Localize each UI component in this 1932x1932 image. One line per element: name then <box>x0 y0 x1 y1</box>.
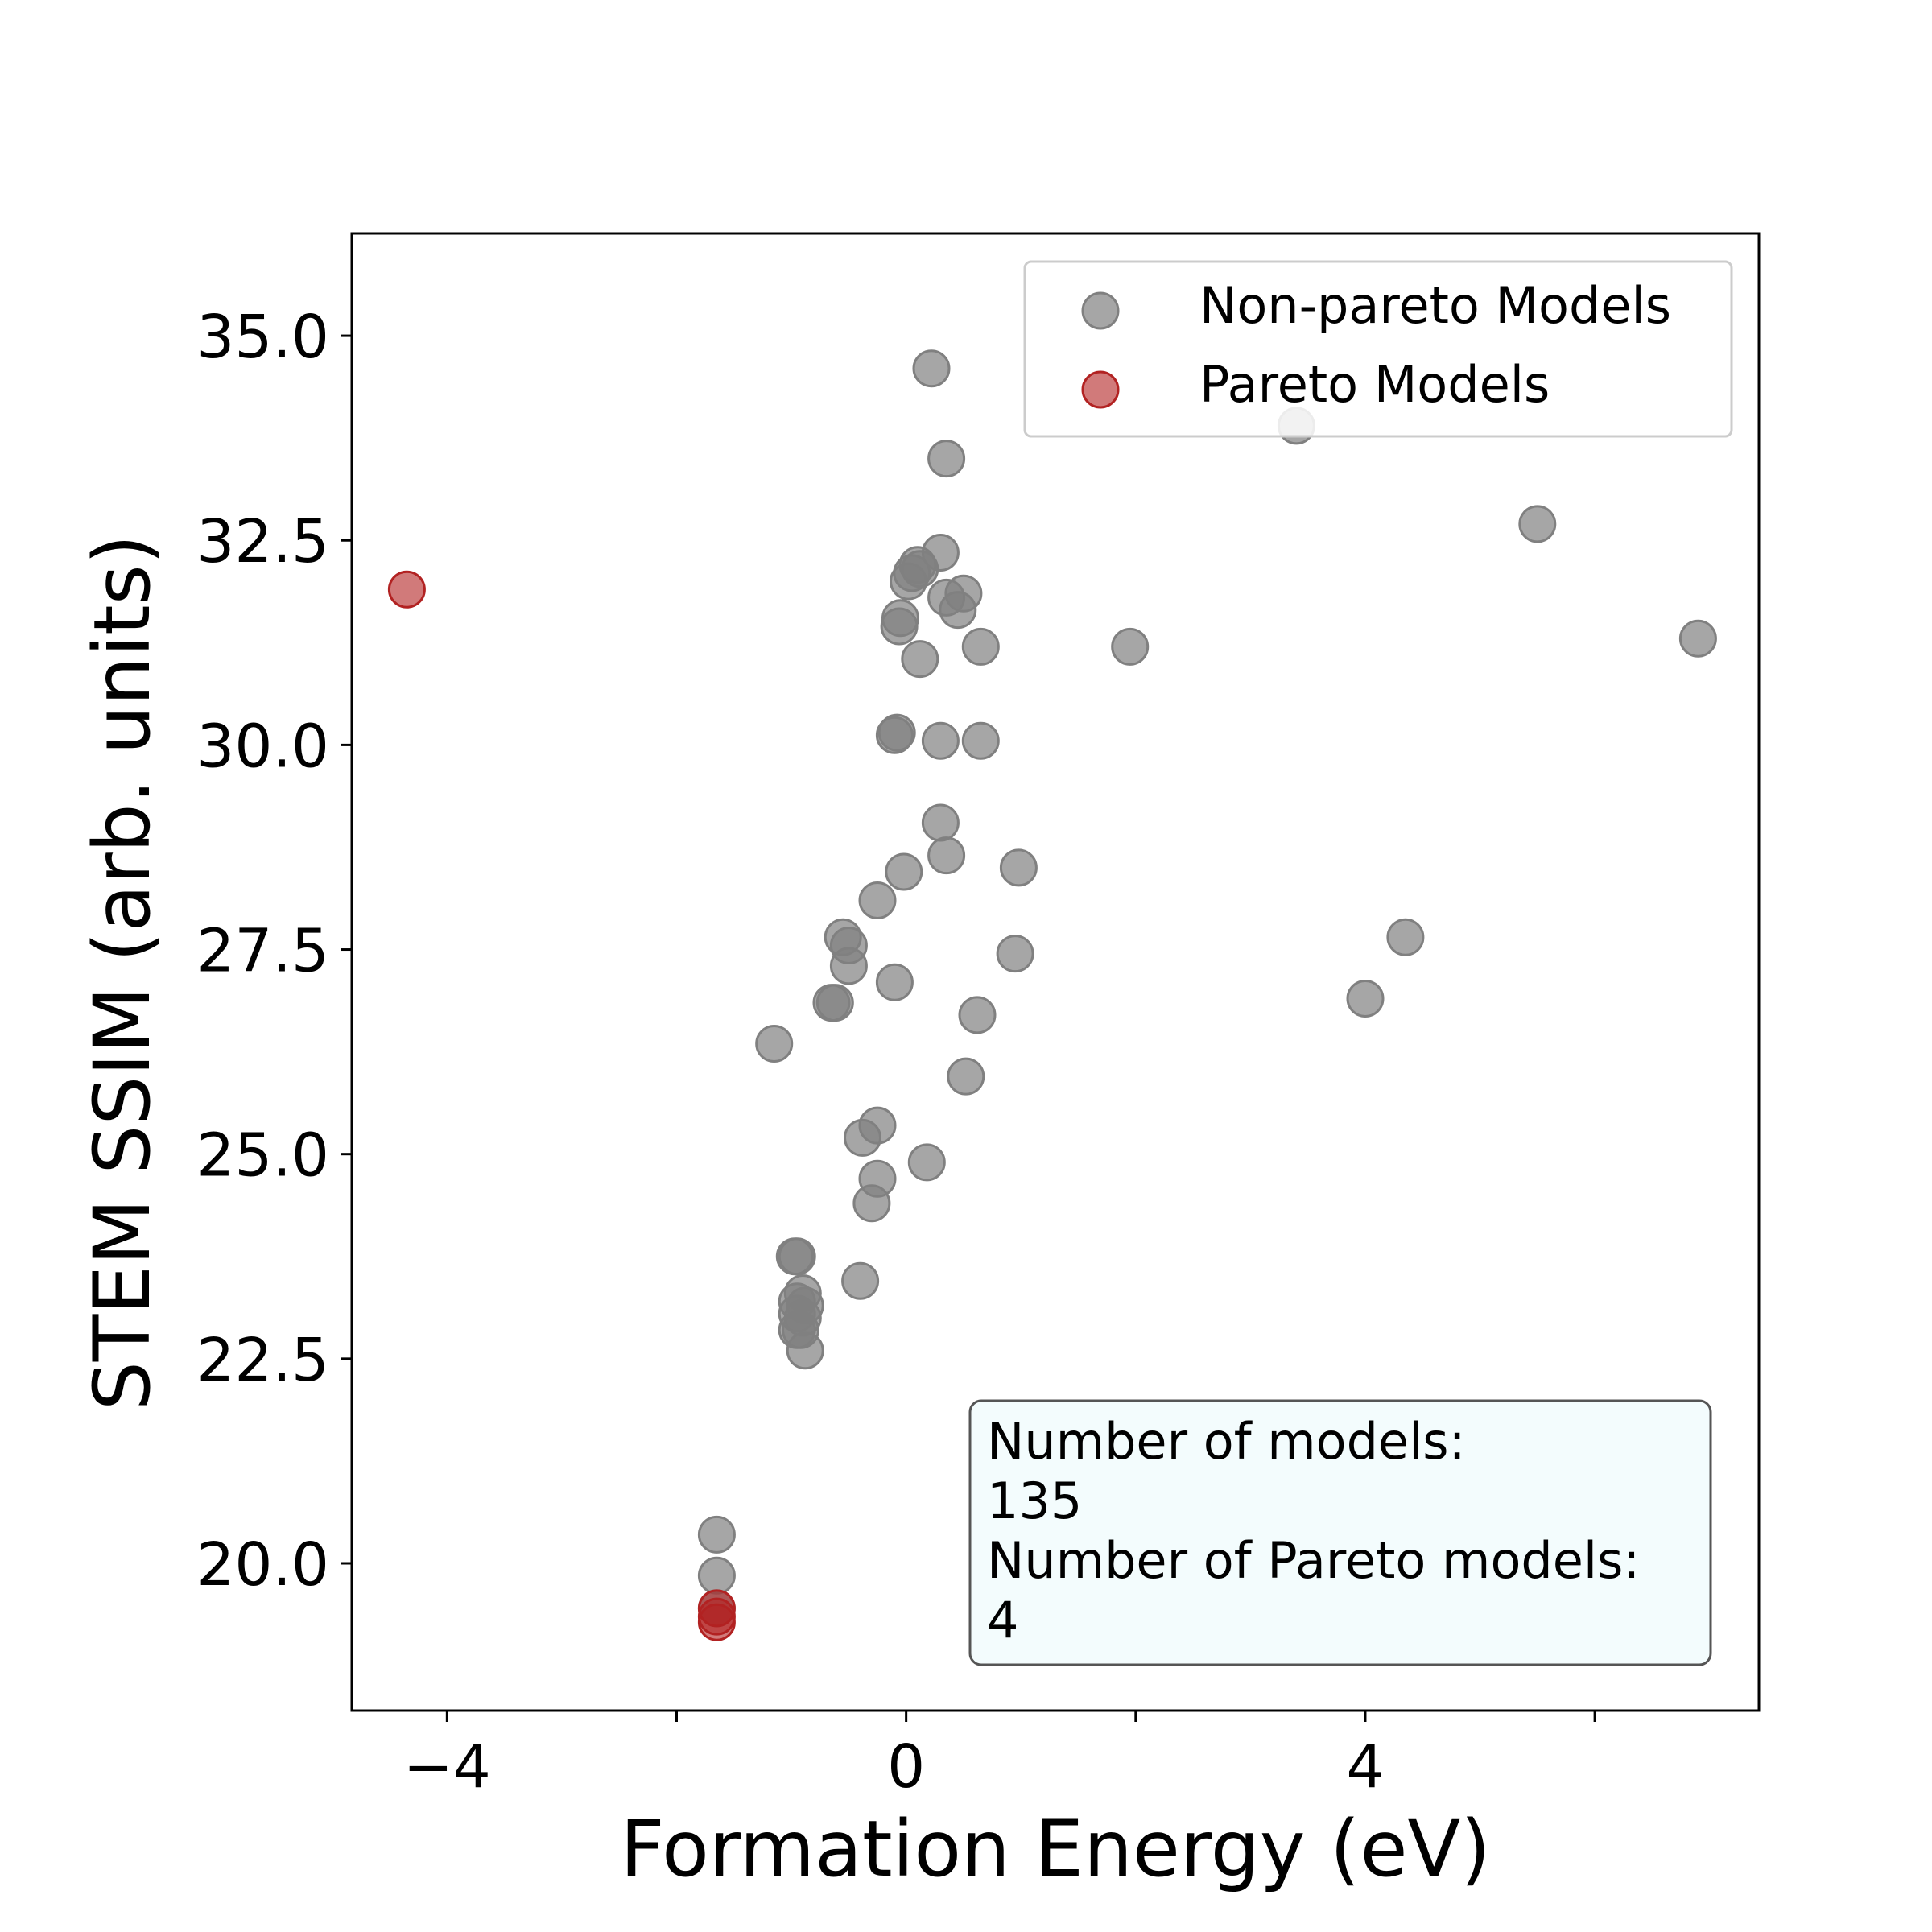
non-pareto-point-34 <box>844 1118 881 1157</box>
legend-marker-pareto <box>1081 370 1120 409</box>
x-axis-title: Formation Energy (eV) <box>620 1804 1490 1894</box>
legend-label-non-pareto: Non-pareto Models <box>1199 276 1671 335</box>
non-pareto-point-27 <box>996 935 1034 973</box>
non-pareto-point-20 <box>885 852 923 891</box>
non-pareto-point-57 <box>1346 980 1385 1018</box>
legend: Non-pareto Models Pareto Models <box>1023 260 1733 438</box>
non-pareto-point-52 <box>1111 627 1150 666</box>
y-tick-label-3: 27.5 <box>196 917 329 986</box>
y-tick-label-4: 30.0 <box>196 712 329 781</box>
non-pareto-point-40 <box>775 1237 814 1276</box>
legend-label-pareto: Pareto Models <box>1199 355 1550 414</box>
non-pareto-point-26 <box>875 963 914 1001</box>
non-pareto-point-37 <box>852 1184 891 1223</box>
non-pareto-point-21 <box>999 848 1038 887</box>
non-pareto-point-25 <box>829 947 868 985</box>
points-layer <box>387 349 1717 1641</box>
non-pareto-point-17 <box>961 721 1000 760</box>
legend-box <box>1023 260 1733 438</box>
info-box-frame <box>968 1399 1712 1666</box>
non-pareto-point-11 <box>880 607 919 646</box>
info-box: Number of models: 135 Number of Pareto m… <box>968 1399 1712 1666</box>
y-tick-label-1: 22.5 <box>196 1326 329 1395</box>
non-pareto-point-29 <box>815 984 854 1022</box>
info-models-count: 135 <box>987 1472 1082 1530</box>
non-pareto-point-22 <box>858 881 897 919</box>
legend-marker-non-pareto <box>1081 291 1120 330</box>
non-pareto-point-30 <box>755 1025 794 1063</box>
non-pareto-point-9 <box>939 591 977 630</box>
y-tick-label-6: 35.0 <box>196 303 329 372</box>
x-tick-label-0: −4 <box>403 1732 491 1802</box>
x-tick-label-4: 4 <box>1346 1732 1384 1802</box>
non-pareto-point-49 <box>697 1515 736 1554</box>
ticks-layer: −4 0 4 20.0 22.5 25.0 27.5 30.0 32.5 35.0 <box>196 303 1596 1802</box>
non-pareto-point-56 <box>1386 918 1425 956</box>
info-pareto-count: 4 <box>987 1591 1018 1649</box>
non-pareto-point-31 <box>958 996 997 1034</box>
non-pareto-point-0 <box>912 349 951 388</box>
info-models-label: Number of models: <box>987 1412 1465 1471</box>
x-tick-label-2: 0 <box>887 1732 925 1802</box>
pareto-point-0 <box>387 570 426 609</box>
y-tick-label-2: 25.0 <box>196 1121 329 1191</box>
non-pareto-point-15 <box>875 716 914 754</box>
non-pareto-point-38 <box>841 1261 880 1300</box>
pareto-point-3 <box>697 1603 736 1641</box>
non-pareto-point-55 <box>1678 619 1717 658</box>
non-pareto-point-18 <box>921 803 960 842</box>
non-pareto-point-1 <box>927 440 966 478</box>
info-pareto-label: Number of Pareto models: <box>987 1531 1640 1590</box>
non-pareto-point-6 <box>890 562 927 601</box>
non-pareto-point-32 <box>947 1057 985 1096</box>
y-tick-label-5: 32.5 <box>196 507 329 576</box>
y-tick-label-0: 20.0 <box>196 1530 329 1600</box>
non-pareto-point-36 <box>907 1143 946 1182</box>
non-pareto-point-12 <box>901 640 939 679</box>
non-pareto-point-19 <box>927 836 966 875</box>
y-axis-title: STEM SSIM (arb. units) <box>77 535 167 1410</box>
non-pareto-point-50 <box>697 1556 736 1595</box>
non-pareto-point-54 <box>1518 505 1557 543</box>
non-pareto-point-13 <box>961 627 1000 666</box>
non-pareto-point-16 <box>921 721 960 760</box>
non-pareto-point-48 <box>786 1331 824 1370</box>
